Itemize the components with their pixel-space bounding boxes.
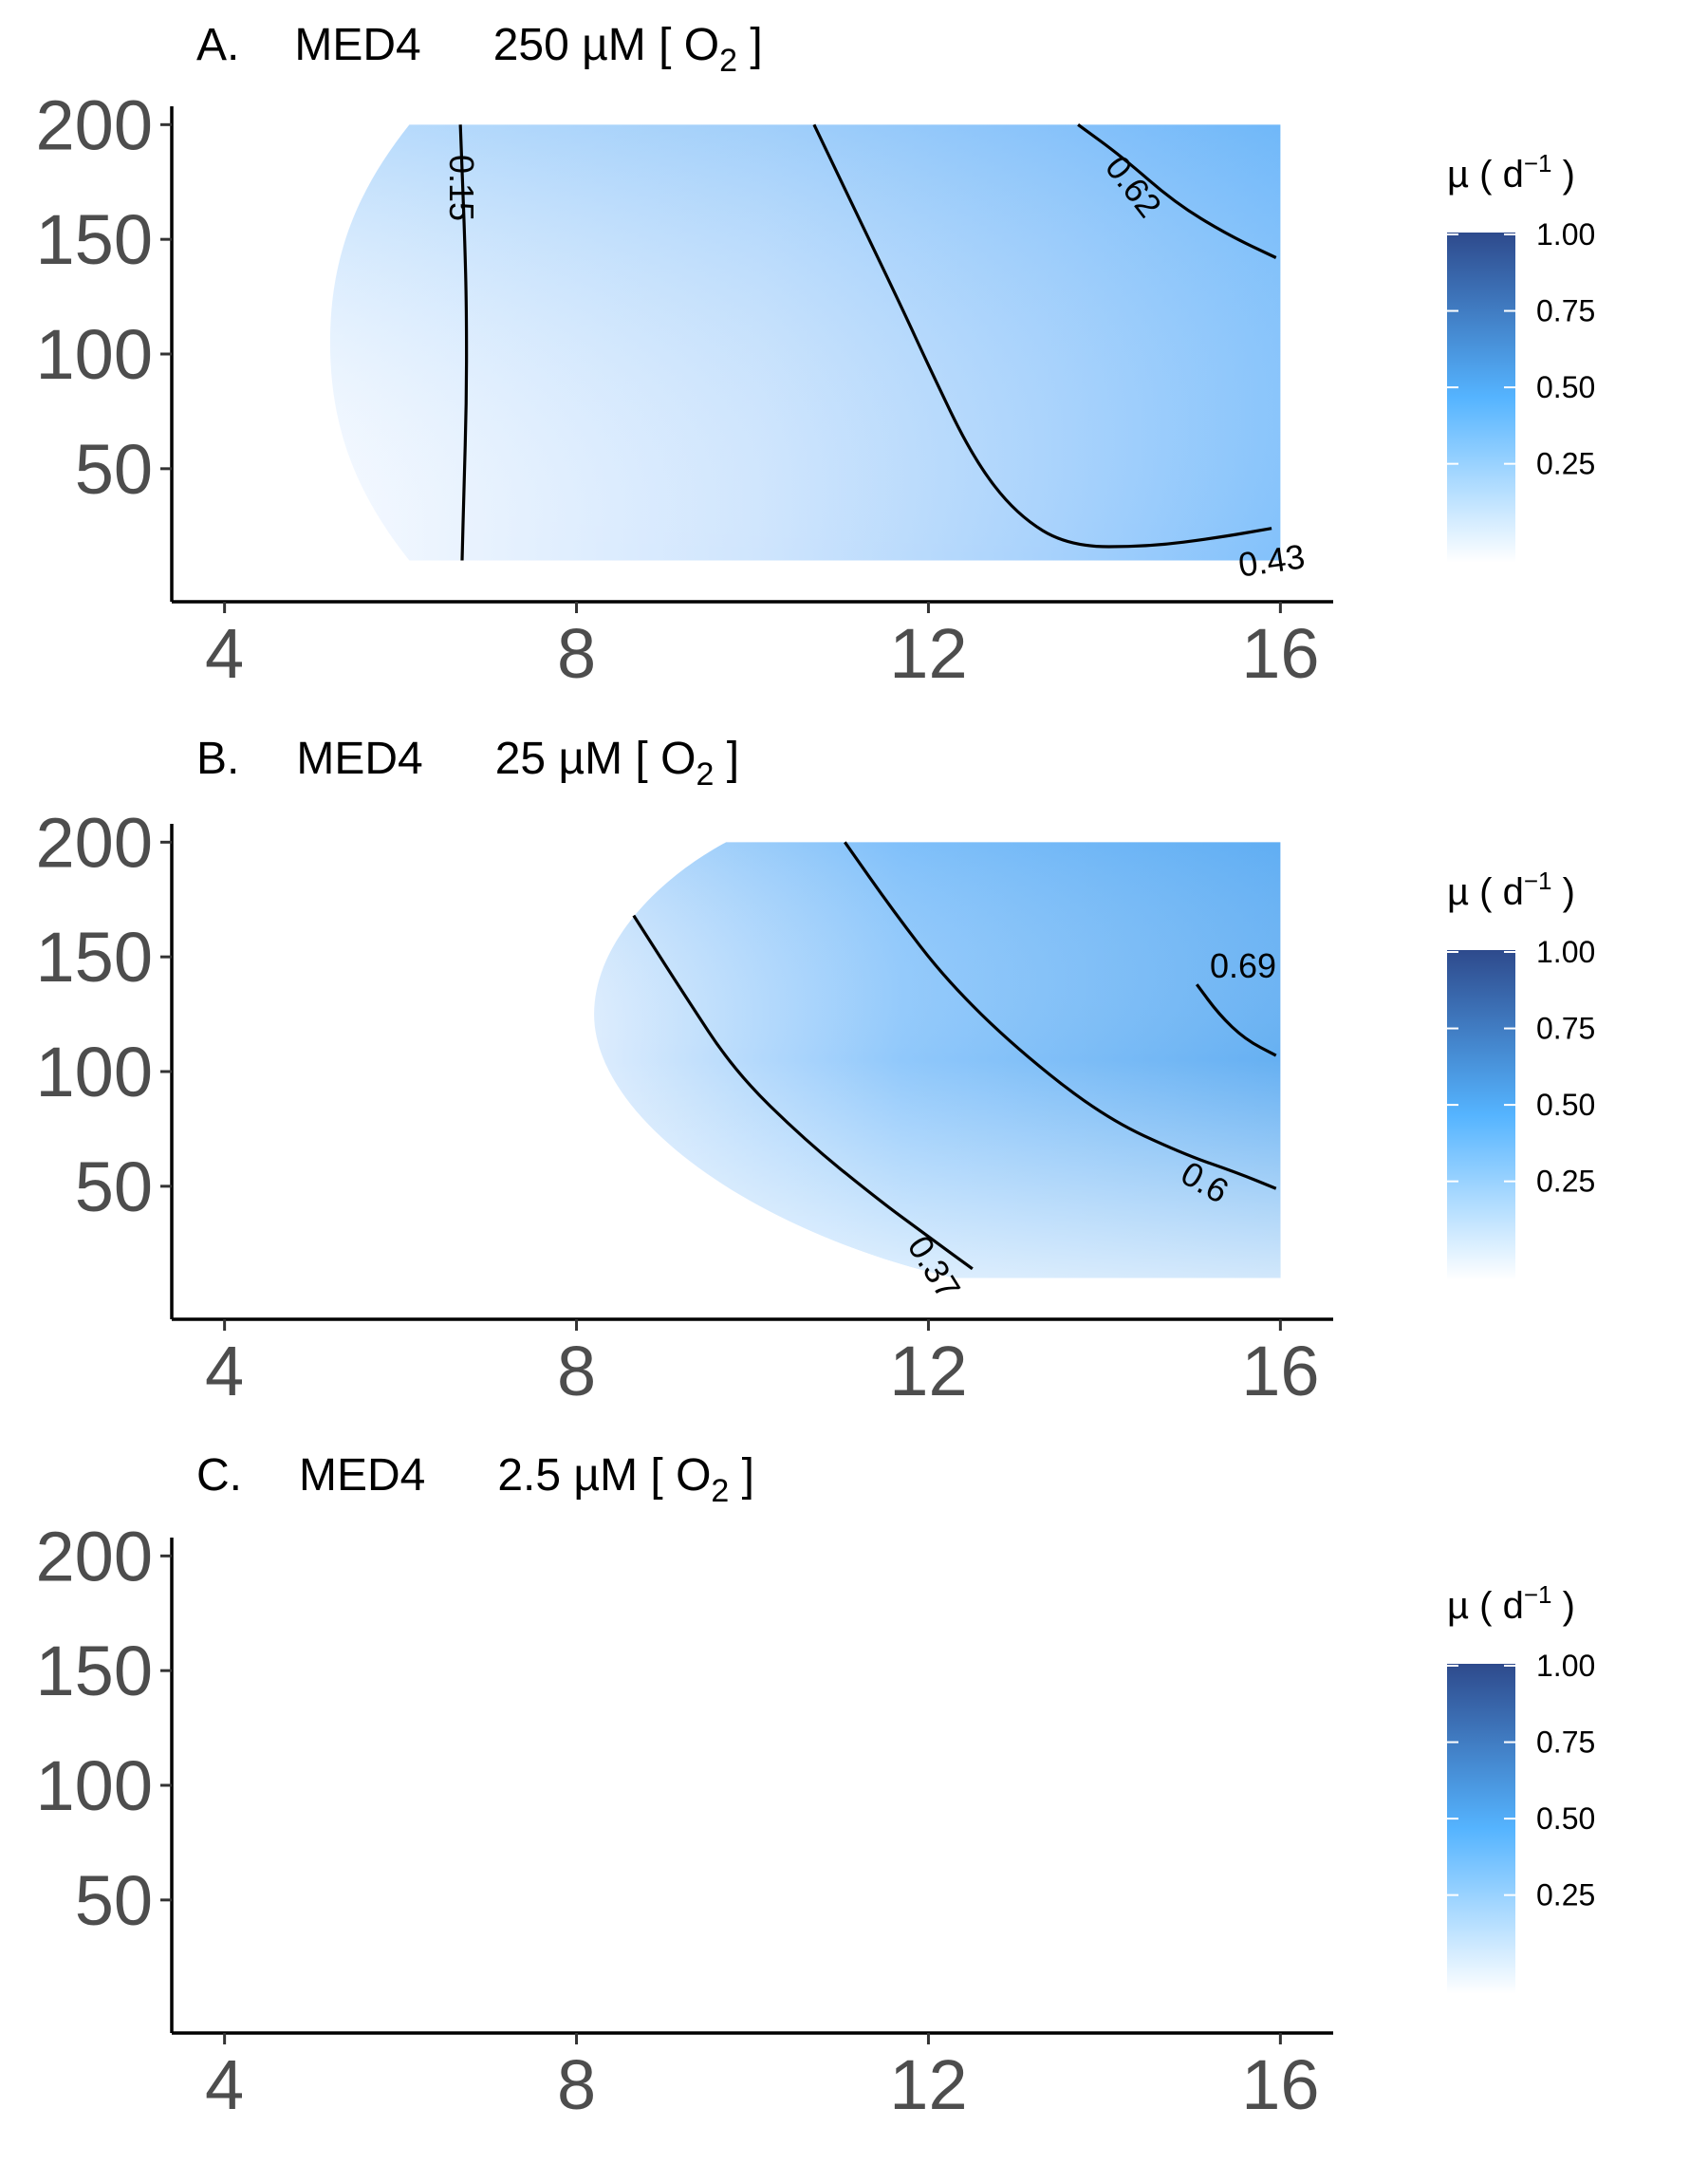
- oxygen-bracket: ]: [729, 1450, 754, 1501]
- y-tick-label: 150: [36, 1632, 153, 1710]
- contour-line-1: [844, 841, 1277, 1190]
- x-tick-label: 12: [889, 2045, 967, 2124]
- y-tick-label: 50: [75, 1147, 153, 1226]
- contour-label-group: 0.43: [1236, 536, 1308, 584]
- x-tick-label: 8: [557, 1332, 596, 1410]
- contour-line-1: [812, 123, 1272, 549]
- legend-colorbar: [1447, 233, 1515, 563]
- oxygen-condition: 25 µM [ O: [495, 734, 696, 784]
- oxygen-bracket: ]: [714, 734, 739, 784]
- legend-title-sup: −1: [1524, 1580, 1552, 1609]
- contour-line-0: [632, 914, 974, 1271]
- color-legend: µ ( d−1 ) 1.00 0.75 0.50 0.25: [1447, 867, 1595, 1280]
- legend-label: 1.00: [1536, 1649, 1595, 1683]
- legend-title: µ ( d−1 ): [1447, 149, 1575, 196]
- x-tick-label: 12: [889, 1332, 967, 1410]
- y-tick-label: 50: [75, 1861, 153, 1940]
- strain-name: MED4: [296, 734, 422, 784]
- legend-label: 0.25: [1536, 1165, 1595, 1199]
- oxygen-subscript: 2: [696, 756, 714, 793]
- legend-label: 0.50: [1536, 1088, 1595, 1122]
- contour-line-2: [1195, 983, 1277, 1057]
- legend-title-end: ): [1552, 154, 1575, 196]
- contour-label: 0.15: [442, 155, 481, 221]
- x-tick-label: 16: [1241, 614, 1319, 693]
- legend-title-mu: µ ( d: [1447, 871, 1524, 913]
- legend-label: 0.25: [1536, 1878, 1595, 1912]
- y-tick-label: 50: [75, 430, 153, 509]
- y-tick-label: 150: [36, 200, 153, 279]
- oxygen-subscript: 2: [719, 43, 737, 79]
- y-tick-label: 100: [36, 1033, 153, 1111]
- x-tick-label: 12: [889, 614, 967, 693]
- x-tick-label: 4: [205, 1332, 244, 1410]
- x-tick-label: 16: [1241, 1332, 1319, 1410]
- legend-colorbar: [1447, 1664, 1515, 1994]
- oxygen-condition: 2.5 µM [ O: [497, 1450, 711, 1501]
- legend-label: 0.75: [1536, 1726, 1595, 1760]
- x-tick-label: 4: [205, 614, 244, 693]
- x-tick-label: 16: [1241, 2045, 1319, 2124]
- contour-label-group: 0.69: [1210, 946, 1276, 985]
- panel-c: C. MED4 2.5 µM [ O2 ] 4 8 12 16 50 100 150 200 µ …: [36, 1450, 1596, 2124]
- legend-label: 1.00: [1536, 217, 1595, 252]
- panel-letter: A.: [196, 20, 239, 70]
- legend-label: 0.50: [1536, 1801, 1595, 1836]
- panel-title: C. MED4 2.5 µM [ O2 ]: [196, 1450, 754, 1509]
- contour-label: 0.43: [1236, 536, 1308, 584]
- oxygen-subscript: 2: [711, 1473, 729, 1509]
- y-tick-label: 200: [36, 1517, 153, 1595]
- color-legend: µ ( d−1 ) 1.00 0.75 0.50 0.25: [1447, 1580, 1595, 1994]
- legend-colorbar: [1447, 950, 1515, 1280]
- panel-title: B. MED4 25 µM [ O2 ]: [196, 734, 739, 793]
- y-tick-label: 200: [36, 803, 153, 882]
- legend-label: 0.50: [1536, 370, 1595, 404]
- y-tick-label: 150: [36, 918, 153, 997]
- x-tick-label: 4: [205, 2045, 244, 2124]
- legend-title-sup: −1: [1524, 149, 1552, 177]
- legend-label: 0.25: [1536, 447, 1595, 481]
- strain-name: MED4: [294, 20, 420, 70]
- legend-title-sup: −1: [1524, 867, 1552, 895]
- contour-label: 0.69: [1210, 946, 1276, 985]
- legend-label: 0.75: [1536, 294, 1595, 328]
- legend-title-end: ): [1552, 871, 1575, 913]
- color-legend: µ ( d−1 ) 1.00 0.75 0.50 0.25: [1447, 149, 1595, 563]
- legend-title: µ ( d−1 ): [1447, 867, 1575, 913]
- y-tick-label: 200: [36, 85, 153, 164]
- contour-line-0: [458, 124, 469, 561]
- contour-label-group: 0.15: [442, 155, 481, 221]
- legend-title-mu: µ ( d: [1447, 1585, 1524, 1627]
- panel-a: A. MED4 250 µM [ O2 ] 0.150.430.624 8 12 1650…: [36, 20, 1596, 693]
- legend-title-mu: µ ( d: [1447, 154, 1524, 196]
- y-tick-label: 100: [36, 1746, 153, 1825]
- legend-title-end: ): [1552, 1585, 1575, 1627]
- x-tick-label: 8: [557, 614, 596, 693]
- heatmap-shading: [329, 124, 1281, 561]
- heatmap-shading: [594, 842, 1281, 1278]
- panel-title: A. MED4 250 µM [ O2 ]: [196, 20, 763, 79]
- oxygen-condition: 250 µM [ O: [493, 20, 719, 70]
- strain-name: MED4: [299, 1450, 425, 1501]
- x-tick-label: 8: [557, 2045, 596, 2124]
- legend-label: 0.75: [1536, 1012, 1595, 1046]
- panel-letter: B.: [196, 734, 239, 784]
- plot-area: 4 8 12 16 50 100 150 200: [36, 1517, 1333, 2124]
- legend-title: µ ( d−1 ): [1447, 1580, 1575, 1627]
- contour-line-2: [1077, 123, 1277, 259]
- legend-label: 1.00: [1536, 935, 1595, 969]
- oxygen-bracket: ]: [737, 20, 763, 70]
- y-tick-label: 100: [36, 315, 153, 394]
- panel-letter: C.: [196, 1450, 242, 1501]
- panel-b: B. MED4 25 µM [ O2 ] 0.370.60.694 8 12 165010…: [36, 734, 1596, 1410]
